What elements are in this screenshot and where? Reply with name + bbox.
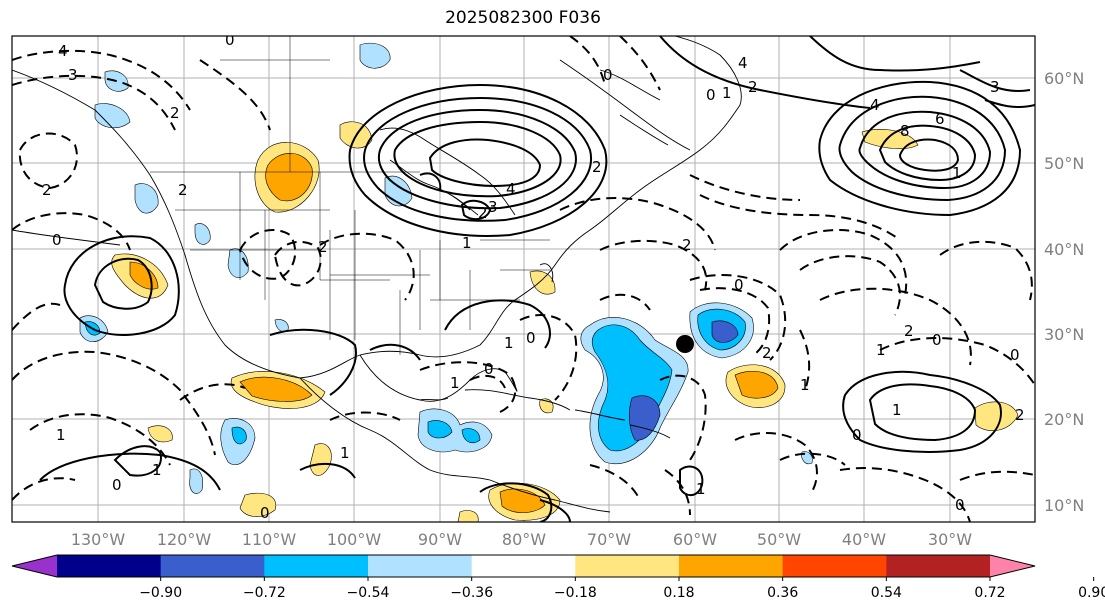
colorbar-outline xyxy=(11,554,1036,578)
state-borders xyxy=(150,36,550,355)
lat-label: 30°N xyxy=(1044,325,1084,344)
colorbar-segment xyxy=(368,555,473,577)
shaded-regions xyxy=(79,42,1019,522)
contour-label: 4 xyxy=(870,96,880,114)
contour-label: 0 xyxy=(52,231,62,249)
map-title: 2025082300 F036 xyxy=(445,8,601,28)
colorbar-tick-label: −0.90 xyxy=(139,585,182,601)
colorbar-segment xyxy=(575,555,680,577)
contour-label: 0 xyxy=(225,31,235,49)
colorbar-segment xyxy=(57,555,162,577)
lat-label: 20°N xyxy=(1044,410,1084,429)
contour-label: 1 xyxy=(892,401,902,419)
contour-label: 2 xyxy=(170,104,180,122)
lat-labels: 60°N 50°N 40°N 30°N 20°N 10°N xyxy=(1044,69,1084,515)
colorbar-extend-high xyxy=(990,555,1035,577)
contour-label: 1 xyxy=(56,426,66,444)
lat-label: 40°N xyxy=(1044,240,1084,259)
lon-label: 70°W xyxy=(587,530,631,549)
contour-label: 1 xyxy=(504,334,514,352)
colorbar-extend-low xyxy=(12,555,57,577)
map-border xyxy=(11,35,1036,523)
lon-labels: 130°W 120°W 110°W 100°W 90°W 80°W 70°W 6… xyxy=(71,530,972,549)
contour-label: 2 xyxy=(682,236,692,254)
colorbar: −0.90 −0.72 −0.54 −0.36 −0.18 0.18 0.36 0.54 0.7… xyxy=(11,554,1105,601)
contour-label: 1 xyxy=(462,234,472,252)
contour-label: 1 xyxy=(876,341,886,359)
contour-label: 8 xyxy=(900,122,910,140)
contour-label: 1 xyxy=(152,461,162,479)
contour-label: 1 xyxy=(340,444,350,462)
contour-label: 0 xyxy=(932,331,942,349)
lon-label: 110°W xyxy=(242,530,297,549)
contour-label: 0 xyxy=(955,496,965,514)
colorbar-segment xyxy=(886,555,991,577)
colorbar-tick-label: 0.72 xyxy=(974,585,1005,601)
contour-label: 1 xyxy=(722,84,732,102)
lon-label: 60°W xyxy=(673,530,717,549)
contour-label: 1 xyxy=(696,480,706,498)
colorbar-tick-label: 0.36 xyxy=(767,585,798,601)
colorbar-tick-label: −0.54 xyxy=(347,585,390,601)
lon-label: 50°W xyxy=(757,530,801,549)
colorbar-segment xyxy=(782,555,887,577)
contour-label: 2 xyxy=(762,344,772,362)
contour-label: 2 xyxy=(478,204,488,222)
colorbar-tick-label: −0.36 xyxy=(450,585,493,601)
colorbar-tick-label: −0.72 xyxy=(243,585,286,601)
contour-label: 3 xyxy=(990,78,1000,96)
colorbar-tick-label: 0.18 xyxy=(663,585,694,601)
contour-label: 0 xyxy=(603,66,613,84)
contour-label: 2 xyxy=(178,181,188,199)
lon-label: 30°W xyxy=(928,530,972,549)
lon-label: 120°W xyxy=(157,530,212,549)
contour-label: 0 xyxy=(1010,346,1020,364)
lon-label: 90°W xyxy=(418,530,462,549)
contour-label: 0 xyxy=(526,329,536,347)
contour-label: 4 xyxy=(58,42,68,60)
contour-label: 3 xyxy=(68,66,78,84)
contour-label: 4 xyxy=(506,180,516,198)
lon-label: 80°W xyxy=(502,530,546,549)
lon-label: 100°W xyxy=(327,530,382,549)
lat-label: 60°N xyxy=(1044,69,1084,88)
colorbar-tick-label: 0.54 xyxy=(871,585,902,601)
contour-label: 0 xyxy=(734,276,744,294)
contour-label: 0 xyxy=(706,86,716,104)
contour-label: 6 xyxy=(935,110,945,128)
contour-label: 2 xyxy=(318,238,328,256)
lat-label: 50°N xyxy=(1044,154,1084,173)
colorbar-tick-label: 0.90 xyxy=(1078,585,1105,601)
colorbar-tick-label: −0.18 xyxy=(554,585,597,601)
contour-label: 1 xyxy=(450,374,460,392)
contour-label: 0 xyxy=(852,426,862,444)
contour-label: 2 xyxy=(904,322,914,340)
lon-label: 130°W xyxy=(71,530,126,549)
contour-label: 1 xyxy=(800,376,810,394)
contour-labels: 4 3 2 0 2 2 0 1 0 1 1 0 2 1 2 3 4 2 0 1 … xyxy=(42,31,1025,522)
colorbar-segment xyxy=(264,555,369,577)
contours-positive xyxy=(39,36,1035,522)
contour-label: 1 xyxy=(952,164,962,182)
contour-label: 0 xyxy=(112,476,122,494)
contour-label: 0 xyxy=(484,360,494,378)
colorbar-segment xyxy=(160,555,265,577)
contour-label: 4 xyxy=(738,54,748,72)
lon-label: 40°W xyxy=(842,530,886,549)
colorbar-segment xyxy=(679,555,784,577)
colorbar-segment xyxy=(471,555,576,577)
contour-label: 0 xyxy=(260,504,270,522)
contour-label: 2 xyxy=(1015,406,1025,424)
contour-label: 2 xyxy=(42,181,52,199)
contours-negative xyxy=(12,36,1035,522)
storm-position-marker xyxy=(676,335,694,353)
contour-label: 3 xyxy=(488,198,498,216)
lat-label: 10°N xyxy=(1044,496,1084,515)
contour-label: 2 xyxy=(592,158,602,176)
contour-label: 2 xyxy=(748,78,758,96)
